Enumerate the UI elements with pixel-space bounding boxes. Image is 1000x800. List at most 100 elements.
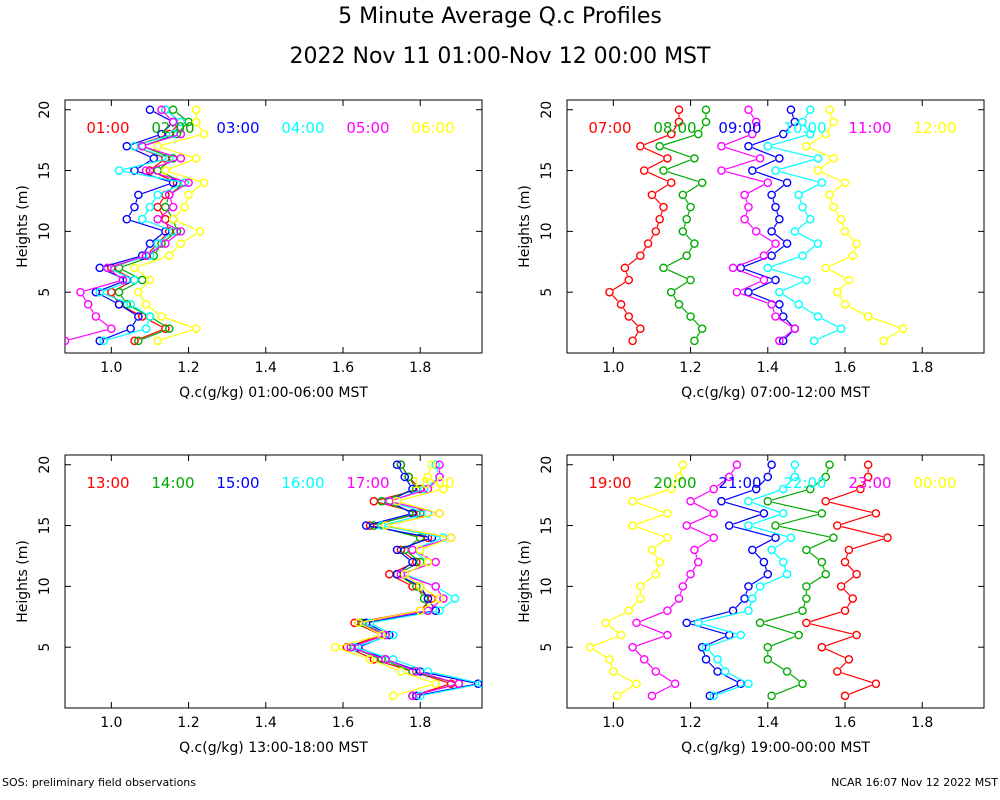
data-point [690,545,699,555]
data-point [628,642,637,652]
data-point [763,496,773,506]
series-line [612,295,619,302]
data-point [655,214,664,224]
data-point [141,166,151,175]
data-point [176,227,186,236]
series-line [690,526,710,537]
series-line [674,281,688,291]
data-point [168,117,178,127]
data-point [134,336,143,346]
series-line [810,539,830,549]
data-point [798,251,807,260]
legend-label: 19:00 [588,474,631,492]
data-point [666,287,676,297]
data-point [647,691,657,701]
data-point [415,582,425,591]
series-line [841,672,872,683]
series-line [713,684,737,695]
series-line [774,245,784,254]
series-line [825,648,846,659]
series-line [593,649,606,658]
data-point [616,300,626,309]
data-point [740,594,749,603]
data-point [137,275,147,285]
series-line [764,566,767,571]
data-point [852,630,861,640]
series-line [99,318,109,327]
data-point [690,239,699,248]
data-point [153,141,162,151]
series-line [140,295,145,301]
data-point [836,582,846,591]
x-tick-label: 1.6 [834,715,856,731]
series-1100 [717,105,800,346]
series-line [809,135,823,145]
series-line [681,307,688,314]
series-line [832,185,842,193]
data-point [767,691,776,701]
series-line [401,538,428,549]
legend-label: 14:00 [151,474,194,492]
data-point [748,166,757,175]
data-point [863,472,873,482]
series-line [740,281,761,291]
data-point [744,521,753,530]
series-line [771,636,795,647]
data-point [782,569,792,579]
data-point [392,545,402,555]
series-line [594,636,618,647]
data-point [153,336,162,346]
series-line [656,566,659,571]
series-line [648,171,668,182]
data-point [813,154,823,163]
series-line [656,223,659,228]
data-point [755,582,765,591]
legend-label: 20:00 [653,474,696,492]
series-line [750,113,755,119]
data-point [400,472,410,482]
legend-label: 22:00 [783,474,826,492]
data-point [184,178,193,188]
legend-label: 21:00 [718,474,761,492]
series-line [799,198,802,203]
series-line [710,635,737,647]
legend-label: 18:00 [411,474,454,492]
data-point [705,691,715,701]
data-point [439,484,448,494]
data-point [829,154,838,163]
data-point [825,190,834,200]
series-line [803,602,806,607]
series-line [640,623,664,634]
series-line [141,282,148,290]
series-line [752,502,780,513]
panel-4: 1.0 1.2 1.4 1.6 1.8 5 10 15 20 Q.c(g/kg) 19:00-00… [517,454,985,756]
x-tick-label: 1.2 [679,715,701,731]
series-line [821,318,838,328]
series-line [622,307,627,314]
data-point [763,263,773,273]
series-line [635,650,642,657]
data-point [199,129,209,139]
data-point [790,472,800,482]
series-line [693,319,700,326]
data-point [639,166,649,175]
data-point [601,618,610,628]
series-line [752,526,787,538]
series-line [829,501,872,513]
series-2200 [693,460,800,701]
data-point [408,557,417,567]
data-point [794,300,803,309]
data-point [751,484,761,494]
data-point [670,679,680,688]
series-line [422,553,427,559]
data-point [802,618,811,628]
series-line [636,514,664,525]
series-line [764,623,795,635]
data-point [392,460,402,470]
data-point [759,275,769,285]
series-line [82,295,87,301]
data-point [164,324,174,333]
series-line [752,281,772,291]
data-point [802,275,811,285]
series-line [772,308,775,313]
